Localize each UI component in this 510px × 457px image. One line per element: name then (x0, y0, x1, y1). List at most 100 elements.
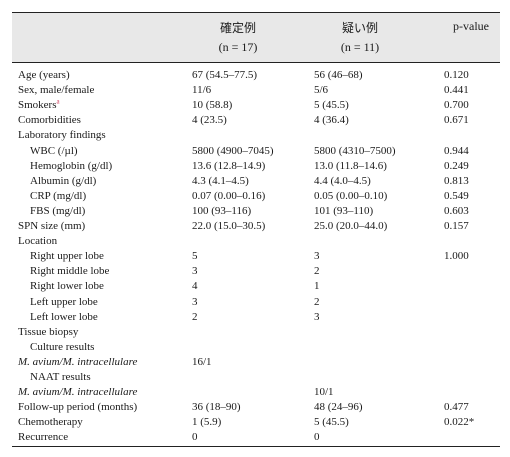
row-label: Sex, male/female (18, 83, 94, 98)
table-row: Right lower lobe 4 1 (12, 279, 500, 294)
suspected-value: 5 (45.5) (314, 416, 349, 429)
row-label-text: Right upper lobe (30, 250, 104, 263)
confirmed-value: 4.3 (4.1–4.5) (192, 174, 249, 187)
confirmed-value: 67 (54.5–77.5) (192, 69, 258, 81)
p-value: 0.549 (444, 189, 469, 202)
row-label: Chemotherapy (18, 415, 83, 430)
suspected-value: 56 (46–68) (314, 69, 363, 81)
row-label: M. avium/M. intracellulare (18, 385, 137, 400)
row-label-text: NAAT results (30, 371, 91, 383)
p-value: 0.477 (444, 401, 469, 414)
suspected-value: 3 (314, 310, 320, 323)
table-row: FBS (mg/dl) 100 (93–116) 101 (93–110) 0.603 (12, 204, 500, 219)
row-label-text: SPN size (mm) (18, 220, 86, 232)
suspected-value: 5/6 (314, 84, 329, 97)
confirmed-value: 16/1 (192, 355, 212, 368)
confirmed-value: 5800 (4900–7045) (192, 144, 274, 157)
confirmed-value: 22.0 (15.0–30.5) (192, 220, 266, 232)
row-label: Left lower lobe (30, 310, 98, 325)
suspected-value: 2 (314, 265, 320, 278)
row-label: Right upper lobe (30, 249, 104, 264)
p-value: 0.120 (444, 69, 469, 81)
p-value: 0.813 (444, 174, 469, 187)
table-row: NAAT results (12, 370, 500, 385)
suspected-value: 5800 (4310–7500) (314, 144, 396, 157)
confirmed-value: 11/6 (192, 84, 212, 97)
row-label-text: Right lower lobe (30, 280, 104, 293)
confirmed-value: 4 (192, 280, 198, 293)
row-label: Smokersa (18, 98, 60, 113)
confirmed-value: 0.07 (0.00–0.16) (192, 189, 266, 202)
confirmed-value: 2 (192, 310, 198, 323)
row-label-text: M. avium/M. intracellulare (18, 355, 138, 368)
row-label-text: Hemoglobin (g/dl) (30, 159, 113, 172)
confirmed-value: 10 (58.8) (192, 99, 233, 112)
confirmed-value: 4 (23.5) (192, 114, 227, 127)
row-label: Location (18, 234, 57, 249)
table-row: M. avium/M. intracellulare 16/1 (12, 355, 500, 370)
p-value: 0.157 (444, 220, 469, 232)
col1-n: (n = 17) (218, 40, 258, 54)
row-label-text: Albumin (g/dl) (30, 174, 97, 187)
row-label-text: CRP (mg/dl) (30, 189, 87, 202)
p-value: 1.000 (444, 250, 469, 263)
row-label: WBC (/µl) (30, 144, 78, 159)
p-value: 0.944 (444, 144, 469, 157)
table-row: Location (12, 234, 500, 249)
table-row: Hemoglobin (g/dl) 13.6 (12.8–14.9) 13.0 (1… (12, 159, 500, 174)
table-row: Albumin (g/dl) 4.3 (4.1–4.5) 4.4 (4.0–4.5)… (12, 174, 500, 189)
confirmed-value: 36 (18–90) (192, 401, 241, 414)
table-row: Laboratory findings (12, 128, 500, 143)
row-label-text: Laboratory findings (18, 129, 106, 142)
row-label-text: WBC (/µl) (30, 144, 78, 157)
confirmed-value: 13.6 (12.8–14.9) (192, 159, 266, 172)
pvalue-title: p-value (453, 19, 489, 33)
confirmed-value: 0 (192, 431, 198, 444)
suspected-value: 1 (314, 280, 320, 293)
table-row: Culture results (12, 340, 500, 355)
suspected-value: 13.0 (11.8–14.6) (314, 159, 387, 172)
table-row: Age (years) 67 (54.5–77.5) 56 (46–68) 0.120 (12, 68, 500, 83)
suspected-value: 0.05 (0.00–0.10) (314, 189, 388, 202)
row-label: Left upper lobe (30, 295, 98, 310)
row-label-text: Recurrence (18, 431, 69, 444)
row-label: NAAT results (30, 370, 91, 385)
row-label-text: Comorbidities (18, 114, 81, 127)
p-value: 0.671 (444, 114, 469, 127)
suspected-value: 4.4 (4.0–4.5) (314, 174, 371, 187)
row-label-text: Right middle lobe (30, 265, 110, 278)
confirmed-value: 1 (5.9) (192, 416, 222, 429)
suspected-value: 2 (314, 295, 320, 308)
row-label-text: Left lower lobe (30, 310, 98, 323)
row-label: Recurrence (18, 430, 68, 445)
suspected-value: 25.0 (20.0–44.0) (314, 220, 388, 232)
confirmed-value: 100 (93–116) (192, 204, 252, 217)
table-row: Recurrence 0 0 (12, 430, 500, 445)
row-label: FBS (mg/dl) (30, 204, 85, 219)
row-label-text: Left upper lobe (30, 295, 98, 308)
table-bottom-rule (12, 445, 500, 447)
row-label-text: Culture results (30, 340, 95, 353)
suspected-value: 48 (24–96) (314, 401, 363, 414)
row-label: SPN size (mm) (18, 219, 85, 234)
row-label-text: Location (18, 235, 58, 248)
row-label-text: M. avium/M. intracellulare (18, 386, 138, 399)
row-label-text: Age (years) (18, 69, 70, 81)
table-row: Chemotherapy 1 (5.9) 5 (45.5) 0.022* (12, 415, 500, 430)
suspected-value: 0 (314, 431, 320, 444)
table-row: Smokersa 10 (58.8) 5 (45.5) 0.700 (12, 98, 500, 113)
suspected-value: 4 (36.4) (314, 114, 349, 127)
row-label: Right middle lobe (30, 264, 109, 279)
confirmed-value: 5 (192, 250, 198, 263)
p-value: 0.249 (444, 159, 469, 172)
table-row: SPN size (mm) 22.0 (15.0–30.5) 25.0 (20.0–… (12, 219, 500, 234)
table-row: CRP (mg/dl) 0.07 (0.00–0.16) 0.05 (0.00–0.… (12, 189, 500, 204)
p-value: 0.441 (444, 84, 469, 97)
row-label: Hemoglobin (g/dl) (30, 159, 112, 174)
row-label: Comorbidities (18, 113, 81, 128)
row-label: Right lower lobe (30, 279, 104, 294)
confirmed-value: 3 (192, 265, 198, 278)
row-label-text: FBS (mg/dl) (30, 204, 86, 217)
table-row: Sex, male/female 11/6 5/6 0.441 (12, 83, 500, 98)
suspected-value: 3 (314, 250, 320, 263)
